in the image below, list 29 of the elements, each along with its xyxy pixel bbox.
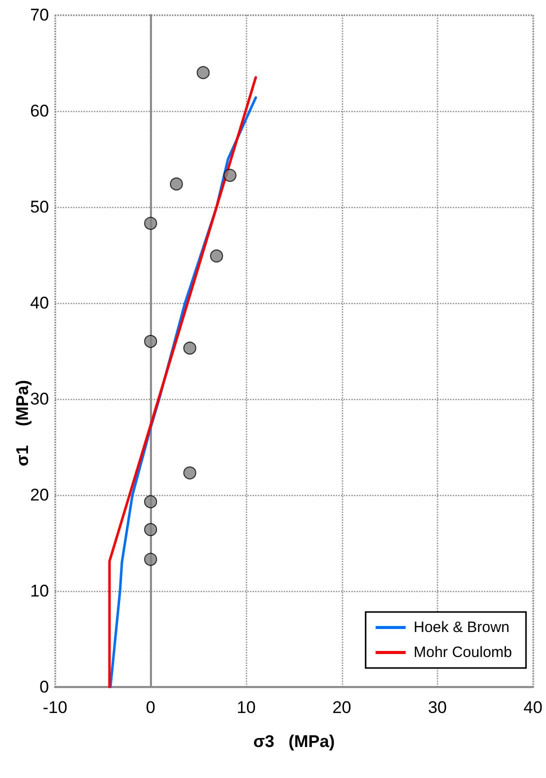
point bbox=[144, 495, 158, 508]
y-tick-label: 30 bbox=[30, 390, 49, 408]
legend-label: Hoek & Brown bbox=[414, 619, 510, 636]
y-tick-label: 50 bbox=[30, 198, 49, 216]
point bbox=[183, 342, 196, 355]
x-tick-label: 10 bbox=[236, 698, 256, 717]
y-tick-label: 70 bbox=[30, 6, 49, 24]
y-tick-label: 20 bbox=[30, 486, 49, 504]
x-tick-label: 30 bbox=[428, 698, 447, 717]
x-tick-label: -10 bbox=[42, 698, 68, 717]
legend-label: Mohr Coulomb bbox=[414, 644, 512, 661]
x-tick-label: 20 bbox=[332, 698, 352, 717]
point bbox=[196, 66, 210, 80]
y-tick-label: 60 bbox=[30, 102, 49, 120]
y-tick-label: 10 bbox=[30, 582, 49, 600]
point bbox=[210, 249, 224, 262]
x-axis-title: σ3 (MPa) bbox=[253, 732, 335, 751]
point bbox=[223, 168, 236, 182]
y-tick-label: 40 bbox=[30, 294, 49, 312]
point bbox=[170, 177, 183, 190]
point bbox=[144, 523, 158, 536]
point bbox=[144, 334, 158, 348]
point bbox=[183, 466, 196, 480]
y-tick-label: 0 bbox=[40, 678, 49, 696]
point bbox=[144, 552, 158, 566]
x-tick-label: 40 bbox=[524, 698, 542, 717]
point bbox=[144, 216, 158, 230]
x-tick-label: 0 bbox=[146, 698, 156, 717]
y-axis-title: σ1 (MPa) bbox=[13, 380, 32, 466]
